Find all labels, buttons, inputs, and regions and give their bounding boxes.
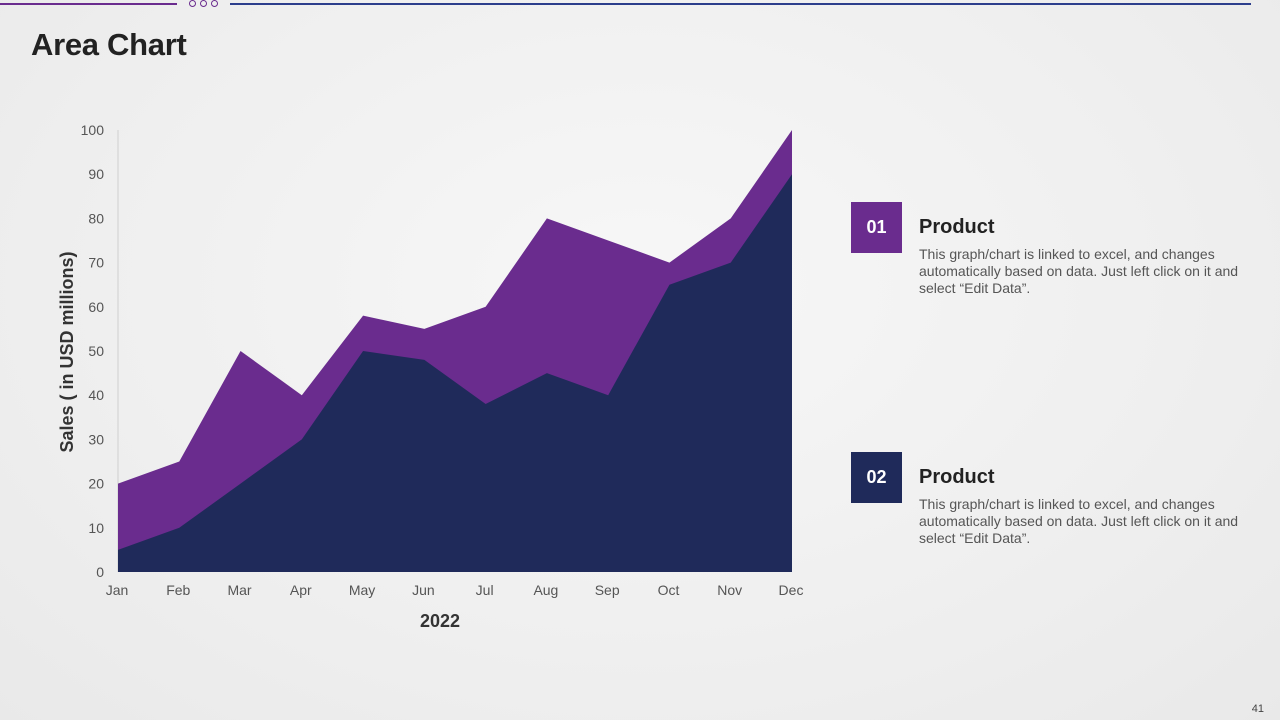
legend-card-heading: Product bbox=[919, 466, 995, 488]
y-tick-label: 40 bbox=[88, 387, 104, 403]
x-tick-label: Mar bbox=[227, 582, 251, 598]
x-tick-label: Oct bbox=[658, 582, 680, 598]
page-title: Area Chart bbox=[31, 27, 187, 62]
y-axis-title: Sales ( in USD millions) bbox=[57, 251, 77, 452]
x-tick-label: May bbox=[349, 582, 375, 598]
y-tick-label: 50 bbox=[88, 343, 104, 359]
x-tick-label: Apr bbox=[290, 582, 312, 598]
decorative-dot bbox=[200, 0, 207, 7]
top-accent-line-purple bbox=[0, 3, 177, 5]
y-tick-label: 20 bbox=[88, 476, 104, 492]
x-tick-label: Jan bbox=[106, 582, 129, 598]
legend-card-heading: Product bbox=[919, 216, 995, 238]
x-tick-label: Feb bbox=[166, 582, 190, 598]
legend-card-description: This graph/chart is linked to excel, and… bbox=[919, 246, 1239, 296]
decorative-dot bbox=[211, 0, 218, 7]
x-axis-title: 2022 bbox=[420, 611, 460, 631]
x-tick-label: Jul bbox=[476, 582, 494, 598]
y-tick-label: 10 bbox=[88, 520, 104, 536]
y-tick-label: 70 bbox=[88, 255, 104, 271]
y-tick-label: 0 bbox=[96, 564, 104, 580]
top-decorative-dots bbox=[189, 0, 218, 9]
y-tick-label: 90 bbox=[88, 166, 104, 182]
x-tick-label: Nov bbox=[717, 582, 742, 598]
page-number: 41 bbox=[1251, 703, 1264, 715]
x-tick-label: Jun bbox=[412, 582, 435, 598]
decorative-dot bbox=[189, 0, 196, 7]
legend-card-number: 01 bbox=[851, 202, 902, 253]
y-tick-label: 30 bbox=[88, 431, 104, 447]
x-tick-label: Sep bbox=[595, 582, 620, 598]
legend-card-number: 02 bbox=[851, 452, 902, 503]
y-tick-label: 100 bbox=[81, 122, 105, 138]
y-tick-label: 80 bbox=[88, 210, 104, 226]
legend-card-description: This graph/chart is linked to excel, and… bbox=[919, 496, 1239, 546]
y-tick-label: 60 bbox=[88, 299, 104, 315]
top-accent-line-blue bbox=[230, 3, 1251, 5]
x-tick-label: Aug bbox=[533, 582, 558, 598]
x-tick-label: Dec bbox=[779, 582, 804, 598]
series-area-2 bbox=[118, 174, 792, 572]
